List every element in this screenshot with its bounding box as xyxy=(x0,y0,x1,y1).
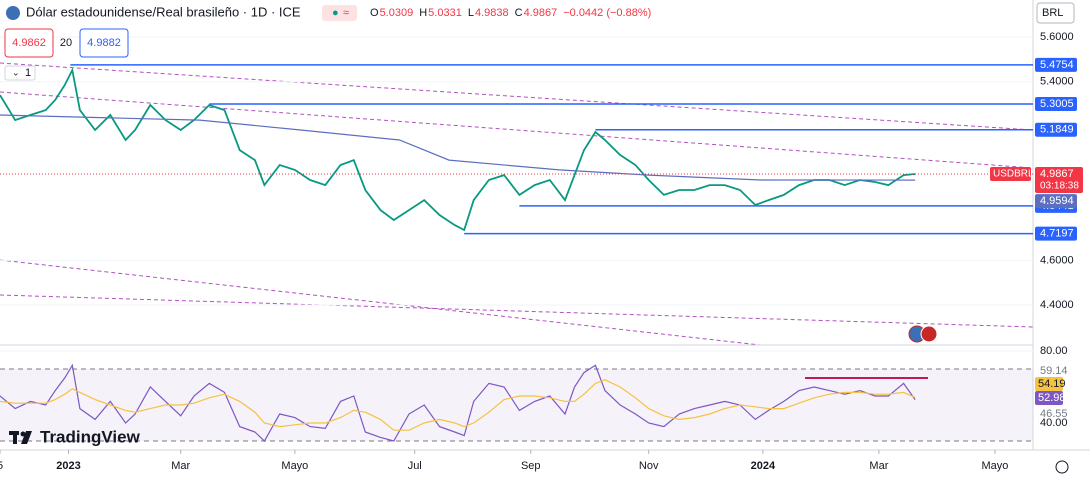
ask-box xyxy=(79,28,129,58)
currency[interactable]: BRL xyxy=(1042,7,1063,19)
symbol-tag-label: USDBRL xyxy=(993,169,1034,180)
x-tick-label: Mar xyxy=(869,460,888,472)
level-label: 4.7197 xyxy=(1040,228,1074,240)
flag-icon xyxy=(6,6,20,20)
layers-box xyxy=(4,65,36,81)
symbol-title: Dólar estadounidense/Real brasileño · 1D… xyxy=(26,4,301,19)
trend-lines xyxy=(0,62,1034,346)
series-line xyxy=(0,114,916,181)
ohlc-key: H xyxy=(419,7,427,19)
price-tag-label: 4.9867 xyxy=(1040,168,1074,180)
level-label: 5.4754 xyxy=(1040,59,1074,71)
x-tick-label: Mar xyxy=(171,460,190,472)
y-tick-label: 40.00 xyxy=(1040,417,1068,429)
bid: 4.9862 xyxy=(12,37,46,49)
rsi-tag xyxy=(1035,377,1063,391)
logo-text: TradingView xyxy=(40,427,141,446)
ask: 4.9882 xyxy=(87,37,121,49)
currency-button[interactable] xyxy=(1036,2,1075,24)
level-tag xyxy=(1035,226,1077,241)
ohlc-value: 4.9867 xyxy=(524,7,558,19)
level-label: 5.3005 xyxy=(1040,98,1074,110)
settings-icon[interactable] xyxy=(1055,460,1069,474)
ohlc-key: C xyxy=(515,7,523,19)
ohlc-key: O xyxy=(370,7,379,19)
x-tick-label: Nov xyxy=(639,460,659,472)
ohlc-value: −0.0442 (−0.88%) xyxy=(563,7,651,19)
bid-box xyxy=(4,28,54,58)
ma-label: 4.9594 xyxy=(1040,195,1074,207)
layers-count: 1 xyxy=(25,67,31,79)
layers-caret: ⌄ xyxy=(12,67,20,77)
flags-icon xyxy=(908,325,938,343)
series-line xyxy=(0,379,916,431)
y-tick-label: 4.4000 xyxy=(1040,299,1074,311)
x-tick-label: Mayo xyxy=(981,460,1008,472)
indicator-badge xyxy=(322,5,357,21)
countdown: 03:18:38 xyxy=(1040,181,1079,192)
level-tag xyxy=(1035,122,1077,137)
x-tick-label: 5 xyxy=(0,460,3,472)
rsi-tag xyxy=(1035,391,1063,405)
x-tick-label: Mayo xyxy=(281,460,308,472)
x-tick-label: Sep xyxy=(521,460,541,472)
upper-label: 59.14 xyxy=(1040,365,1068,377)
symbol-tag xyxy=(990,167,1031,182)
ohlc-value: 4.9838 xyxy=(475,7,509,19)
rsi-tag-label: 52.98 xyxy=(1038,392,1066,404)
y-tick-label: 4.6000 xyxy=(1040,254,1074,266)
x-tick-label: Jul xyxy=(408,460,422,472)
y-tick-label: 80.00 xyxy=(1040,345,1068,357)
x-tick-label: 2024 xyxy=(751,460,776,472)
price-tag xyxy=(1035,167,1083,194)
level-label: 5.1849 xyxy=(1040,124,1074,136)
x-tick-label: 2023 xyxy=(56,460,80,472)
lower-label: 46.55 xyxy=(1040,408,1068,420)
ma-tag xyxy=(1035,194,1077,209)
logo: TradingView xyxy=(9,427,141,446)
ohlc-value: 5.0309 xyxy=(380,7,414,19)
y-tick-label: 5.6000 xyxy=(1040,31,1074,43)
badge-dot: ● xyxy=(332,7,339,19)
badge-wave: ≈ xyxy=(343,7,349,19)
y-tick-label: 5.4000 xyxy=(1040,76,1074,88)
spread: 20 xyxy=(60,37,72,49)
level-tag xyxy=(1035,57,1077,72)
rsi-tag-label: 54.19 xyxy=(1038,378,1066,390)
ohlc-key: L xyxy=(468,7,474,19)
series-line xyxy=(0,67,916,232)
level-tag xyxy=(1035,96,1077,111)
series-line xyxy=(0,363,916,442)
ohlc-value: 5.0331 xyxy=(428,7,462,19)
